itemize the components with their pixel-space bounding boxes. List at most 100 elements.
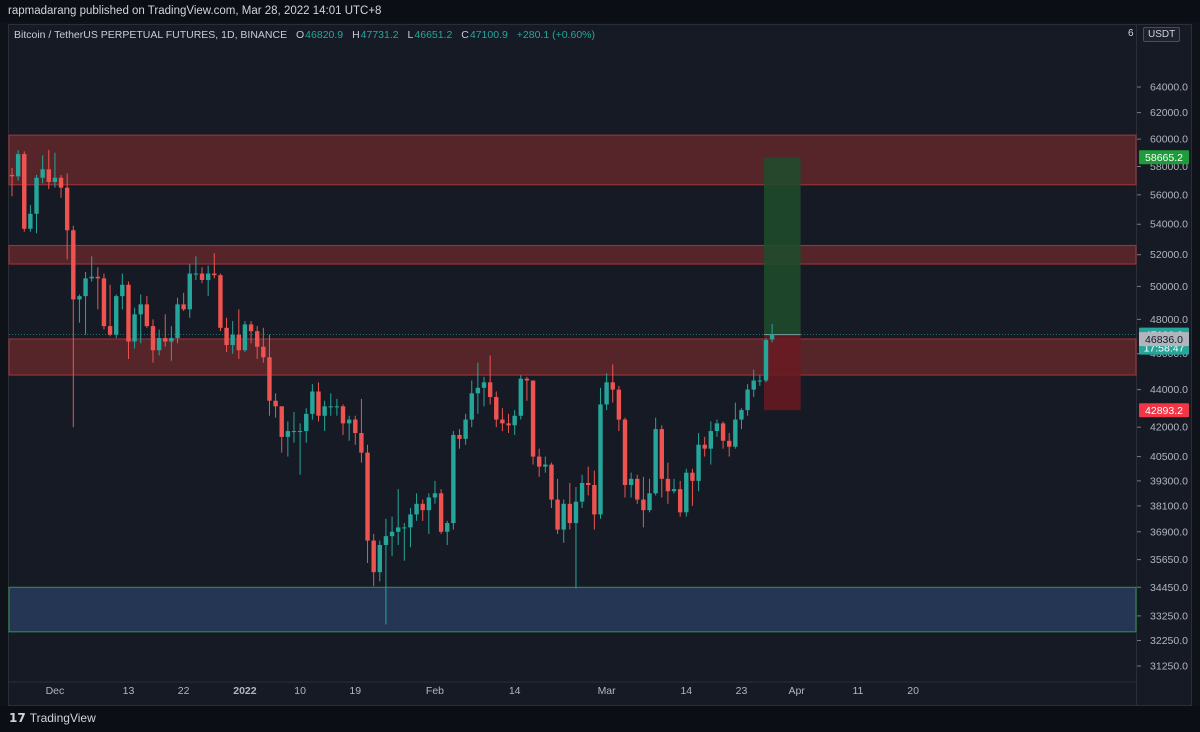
candle-body[interactable] (297, 431, 303, 433)
candle-body[interactable] (187, 273, 192, 310)
candle-body[interactable] (22, 154, 27, 229)
candle-body[interactable] (377, 545, 382, 573)
candle-body[interactable] (28, 213, 33, 229)
candle-body[interactable] (549, 464, 554, 500)
candle-body[interactable] (671, 489, 677, 492)
candle-body[interactable] (64, 187, 70, 231)
support-zone[interactable] (8, 586, 1137, 633)
candle-body[interactable] (242, 324, 248, 351)
candle-body[interactable] (212, 273, 217, 276)
candle-body[interactable] (310, 391, 315, 414)
candle-body[interactable] (346, 419, 352, 424)
candle-body[interactable] (9, 174, 15, 177)
candle-body[interactable] (371, 540, 376, 573)
candle-body[interactable] (690, 472, 695, 481)
candle-body[interactable] (757, 380, 763, 382)
candle-body[interactable] (230, 334, 235, 345)
candle-body[interactable] (402, 527, 407, 529)
candle-body[interactable] (83, 278, 88, 297)
candle-body[interactable] (114, 296, 119, 335)
candle-body[interactable] (193, 273, 199, 275)
candle-body[interactable] (739, 410, 744, 420)
candle-body[interactable] (586, 482, 591, 485)
candle-body[interactable] (426, 497, 432, 511)
candle-body[interactable] (598, 404, 603, 515)
candle-body[interactable] (530, 380, 536, 457)
candle-body[interactable] (328, 406, 333, 408)
candle-body[interactable] (733, 419, 738, 447)
candle-body[interactable] (451, 434, 456, 524)
candle-body[interactable] (506, 423, 511, 426)
candle-body[interactable] (248, 324, 254, 332)
candle-body[interactable] (708, 431, 714, 449)
candle-body[interactable] (647, 493, 652, 511)
candle-body[interactable] (58, 177, 64, 188)
candle-body[interactable] (720, 423, 726, 441)
candle-body[interactable] (365, 452, 370, 541)
candle-body[interactable] (383, 536, 389, 546)
candle-body[interactable] (579, 482, 585, 502)
resistance-zone[interactable] (8, 244, 1137, 265)
candle-body[interactable] (524, 378, 530, 381)
candle-body[interactable] (420, 503, 425, 511)
candle-body[interactable] (696, 444, 701, 481)
candle-body[interactable] (285, 431, 291, 437)
candle-body[interactable] (353, 419, 358, 433)
target-zone[interactable] (763, 157, 801, 335)
candle-body[interactable] (512, 415, 517, 426)
candle-body[interactable] (267, 357, 272, 401)
tradingview-logo[interactable]: 17 TradingView (9, 711, 96, 725)
candle-body[interactable] (261, 346, 266, 358)
candle-body[interactable] (518, 378, 523, 416)
candle-body[interactable] (46, 169, 51, 182)
candle-body[interactable] (432, 493, 438, 498)
candle-body[interactable] (218, 275, 223, 328)
candle-body[interactable] (316, 391, 321, 416)
candle-body[interactable] (199, 273, 205, 280)
candle-body[interactable] (107, 326, 113, 335)
candle-body[interactable] (101, 278, 107, 327)
candles[interactable] (9, 149, 775, 625)
candle-body[interactable] (304, 413, 309, 432)
candle-body[interactable] (334, 406, 340, 408)
candle-body[interactable] (71, 230, 76, 300)
candle-body[interactable] (604, 382, 609, 405)
candle-body[interactable] (77, 296, 82, 300)
candle-body[interactable] (120, 284, 125, 297)
resistance-zone[interactable] (8, 134, 1137, 186)
candle-body[interactable] (126, 284, 131, 342)
candle-body[interactable] (273, 400, 278, 407)
candle-body[interactable] (727, 440, 732, 447)
stop-zone[interactable] (763, 334, 801, 411)
candle-body[interactable] (536, 456, 542, 467)
candle-body[interactable] (389, 531, 395, 537)
candle-body[interactable] (445, 523, 450, 532)
candle-body[interactable] (359, 432, 364, 453)
candle-body[interactable] (573, 501, 579, 524)
candle-body[interactable] (408, 514, 413, 528)
candle-body[interactable] (15, 154, 21, 177)
candle-body[interactable] (684, 472, 689, 513)
candle-body[interactable] (616, 389, 622, 420)
candle-body[interactable] (763, 339, 769, 381)
candle-body[interactable] (89, 276, 94, 279)
candle-body[interactable] (236, 334, 242, 351)
candle-body[interactable] (475, 387, 481, 394)
candle-body[interactable] (745, 389, 750, 411)
candle-body[interactable] (255, 331, 260, 347)
candle-body[interactable] (543, 464, 548, 467)
candle-body[interactable] (500, 419, 505, 424)
candle-body[interactable] (665, 478, 671, 492)
candle-body[interactable] (205, 273, 211, 280)
candle-body[interactable] (163, 338, 168, 342)
resistance-zone[interactable] (8, 338, 1137, 376)
candle-body[interactable] (322, 406, 327, 416)
candle-body[interactable] (769, 334, 775, 340)
candle-body[interactable] (95, 276, 101, 279)
candle-body[interactable] (751, 380, 756, 390)
candle-body[interactable] (494, 397, 499, 420)
currency-unit-button[interactable]: USDT (1143, 27, 1181, 42)
candle-body[interactable] (628, 478, 634, 485)
candle-body[interactable] (659, 429, 664, 479)
